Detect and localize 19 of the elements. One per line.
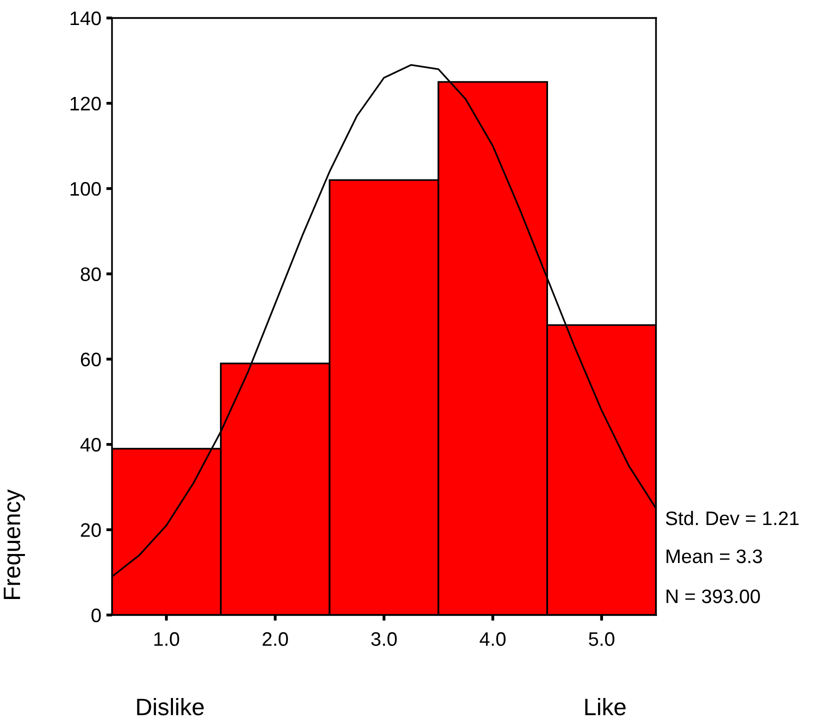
y-axis-title: Frequency xyxy=(4,489,25,599)
x-tick-label: 2.0 xyxy=(262,632,288,646)
x-tick-label: 4.0 xyxy=(480,632,506,646)
y-tick-label: 120 xyxy=(70,96,101,111)
y-tick-label: 0 xyxy=(92,608,101,622)
y-tick-label: 60 xyxy=(80,352,101,366)
x-tick-label: 5.0 xyxy=(588,632,614,646)
y-tick-label: 80 xyxy=(80,267,101,282)
y-tick-label: 140 xyxy=(70,11,101,26)
y-tick-label: 100 xyxy=(70,182,101,196)
x-tick-label: 1.0 xyxy=(154,632,180,646)
y-tick-label: 20 xyxy=(80,523,101,537)
text: Dislike xyxy=(137,698,204,716)
text: Like xyxy=(585,698,626,716)
text: Mean = 3.3 xyxy=(666,549,762,564)
text: Std. Dev = 1.21 xyxy=(666,510,799,526)
x-tick-label: 3.0 xyxy=(371,632,397,646)
text: N = 393.00 xyxy=(666,589,760,604)
y-tick-label: 40 xyxy=(80,438,101,452)
